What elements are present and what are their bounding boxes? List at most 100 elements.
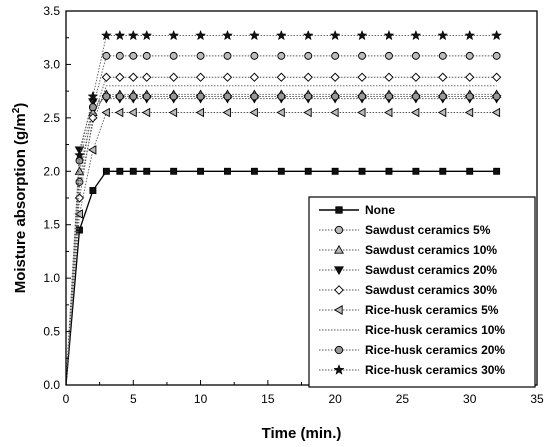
series-rice-husk-ceramics-30 bbox=[65, 29, 503, 386]
data-point bbox=[438, 72, 448, 82]
data-point bbox=[357, 107, 366, 118]
data-point bbox=[74, 209, 83, 219]
series-sawdust-ceramics-30 bbox=[65, 72, 502, 386]
legend-item: Rice-husk ceramics 5% bbox=[319, 303, 499, 317]
y-axis-title-close: ) bbox=[12, 103, 29, 108]
data-point bbox=[304, 167, 312, 175]
data-point bbox=[169, 51, 178, 60]
data-point bbox=[491, 29, 503, 41]
data-point bbox=[224, 167, 231, 175]
series-layer bbox=[65, 29, 503, 386]
legend-marker bbox=[333, 305, 343, 315]
data-point bbox=[329, 29, 341, 41]
data-point bbox=[438, 92, 447, 101]
legend-label: Rice-husk ceramics 20% bbox=[365, 343, 505, 357]
data-point bbox=[128, 107, 137, 118]
data-point bbox=[115, 51, 124, 60]
data-point bbox=[249, 72, 260, 82]
data-point bbox=[466, 167, 474, 175]
legend-label: Rice-husk ceramics 5% bbox=[365, 303, 499, 317]
data-point bbox=[412, 167, 420, 175]
data-point bbox=[74, 166, 85, 175]
y-tick-label: 3.0 bbox=[43, 57, 60, 71]
data-point bbox=[303, 107, 312, 118]
data-point bbox=[358, 92, 367, 101]
data-point bbox=[197, 167, 205, 175]
data-point bbox=[438, 51, 447, 60]
data-point bbox=[385, 51, 393, 60]
data-point bbox=[87, 90, 99, 102]
data-point bbox=[88, 145, 97, 155]
data-point bbox=[250, 51, 259, 60]
legend-marker bbox=[334, 345, 344, 355]
legend-item: Rice-husk ceramics 20% bbox=[319, 343, 505, 357]
y-tick-label: 3.5 bbox=[43, 4, 60, 18]
data-point bbox=[128, 72, 138, 82]
data-point bbox=[276, 72, 286, 82]
legend-marker bbox=[334, 244, 344, 254]
data-point bbox=[195, 29, 207, 41]
data-point bbox=[384, 107, 393, 118]
y-tick-label: 1.0 bbox=[43, 271, 60, 285]
data-point bbox=[195, 107, 205, 118]
legend-label: Sawdust ceramics 20% bbox=[365, 263, 497, 277]
data-point bbox=[141, 107, 151, 118]
data-point bbox=[249, 107, 258, 118]
data-point bbox=[385, 92, 393, 101]
x-tick-label: 30 bbox=[463, 392, 477, 406]
x-tick-label: 20 bbox=[328, 392, 342, 406]
data-point bbox=[169, 72, 179, 82]
data-point bbox=[385, 167, 393, 175]
data-point bbox=[304, 51, 313, 60]
legend-item: Sawdust ceramics 10% bbox=[319, 243, 497, 257]
data-point bbox=[222, 72, 233, 82]
data-point bbox=[276, 107, 285, 118]
data-point bbox=[464, 29, 476, 41]
y-axis: 0.0 0.5 1.0 1.5 2.0 2.5 3.0 3.5 bbox=[43, 4, 71, 392]
legend-label: Sawdust ceramics 10% bbox=[365, 243, 497, 257]
data-point bbox=[127, 29, 139, 41]
data-point bbox=[196, 51, 205, 60]
data-point bbox=[277, 92, 286, 101]
x-tick-label: 5 bbox=[130, 392, 137, 406]
data-point bbox=[411, 51, 420, 60]
data-point bbox=[302, 29, 314, 41]
legend: None Sawdust ceramics 5% Sawdust ceramics … bbox=[308, 196, 536, 388]
data-point bbox=[277, 51, 286, 60]
data-point bbox=[88, 103, 97, 112]
series-rice-husk-ceramics-5 bbox=[65, 107, 501, 386]
data-point bbox=[277, 167, 285, 175]
data-point bbox=[331, 51, 340, 60]
legend-marker bbox=[334, 285, 344, 295]
data-point bbox=[358, 51, 367, 60]
data-point bbox=[384, 72, 394, 82]
legend-label: Rice-husk ceramics 30% bbox=[365, 363, 505, 377]
data-point bbox=[437, 29, 449, 41]
data-point bbox=[169, 92, 178, 101]
data-point bbox=[491, 72, 502, 82]
y-tick-label: 0.0 bbox=[43, 378, 60, 392]
data-point bbox=[76, 226, 83, 234]
data-point bbox=[411, 72, 421, 82]
x-axis-title: Time (min.) bbox=[262, 425, 342, 442]
data-point bbox=[465, 51, 474, 60]
data-point bbox=[196, 92, 205, 101]
data-point bbox=[141, 29, 153, 41]
y-axis-title-main: Moisture absorption (g/m bbox=[12, 113, 29, 293]
data-point bbox=[492, 51, 501, 60]
data-point bbox=[464, 107, 474, 118]
data-point bbox=[142, 51, 151, 60]
legend-label: Rice-husk ceramics 10% bbox=[365, 323, 505, 337]
legend-item: Sawdust ceramics 30% bbox=[319, 283, 497, 297]
data-point bbox=[129, 92, 138, 101]
x-tick-label: 25 bbox=[396, 392, 410, 406]
legend-label: Sawdust ceramics 30% bbox=[365, 283, 497, 297]
legend-item: Rice-husk ceramics 10% bbox=[319, 323, 505, 337]
data-point bbox=[115, 92, 124, 101]
data-point bbox=[222, 29, 233, 41]
legend-item: Sawdust ceramics 20% bbox=[319, 263, 497, 277]
data-point bbox=[100, 29, 112, 41]
y-tick-label: 1.5 bbox=[43, 218, 60, 232]
data-point bbox=[115, 72, 125, 82]
